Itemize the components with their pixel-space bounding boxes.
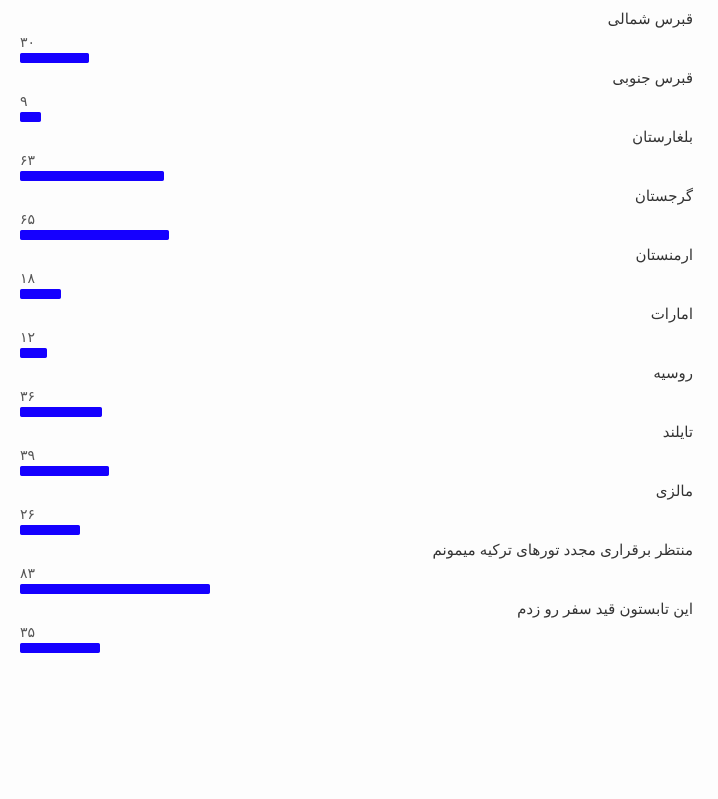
poll-item: قبرس جنوبی ۹ [20, 69, 693, 122]
poll-item: قبرس شمالی ۳۰ [20, 10, 693, 63]
option-count: ۸۳ [20, 565, 693, 582]
bar-track [20, 584, 693, 594]
poll-item: ارمنستان ۱۸ [20, 246, 693, 299]
bar-track [20, 53, 693, 63]
bar-fill [20, 171, 164, 181]
bar-fill [20, 407, 102, 417]
poll-item: گرجستان ۶۵ [20, 187, 693, 240]
option-label: امارات [20, 305, 693, 323]
option-count: ۳۵ [20, 624, 693, 641]
bar-track [20, 230, 693, 240]
bar-fill [20, 53, 89, 63]
option-label: قبرس شمالی [20, 10, 693, 28]
option-count: ۹ [20, 93, 693, 110]
poll-item: منتظر برقراری مجدد تورهای ترکیه میمونم ۸… [20, 541, 693, 594]
option-label: ارمنستان [20, 246, 693, 264]
option-label: روسیه [20, 364, 693, 382]
bar-fill [20, 584, 210, 594]
bar-track [20, 348, 693, 358]
poll-item: این تابستون قید سفر رو زدم ۳۵ [20, 600, 693, 653]
poll-item: روسیه ۳۶ [20, 364, 693, 417]
bar-track [20, 289, 693, 299]
bar-track [20, 112, 693, 122]
bar-fill [20, 230, 169, 240]
option-count: ۶۵ [20, 211, 693, 228]
option-label: این تابستون قید سفر رو زدم [20, 600, 693, 618]
bar-track [20, 466, 693, 476]
bar-fill [20, 643, 100, 653]
option-count: ۶۳ [20, 152, 693, 169]
poll-item: مالزی ۲۶ [20, 482, 693, 535]
option-count: ۱۲ [20, 329, 693, 346]
bar-track [20, 407, 693, 417]
option-label: گرجستان [20, 187, 693, 205]
option-label: تایلند [20, 423, 693, 441]
bar-track [20, 525, 693, 535]
poll-item: بلغارستان ۶۳ [20, 128, 693, 181]
option-label: منتظر برقراری مجدد تورهای ترکیه میمونم [20, 541, 693, 559]
option-count: ۳۶ [20, 388, 693, 405]
bar-fill [20, 112, 41, 122]
poll-item: تایلند ۳۹ [20, 423, 693, 476]
bar-track [20, 643, 693, 653]
option-label: قبرس جنوبی [20, 69, 693, 87]
option-count: ۲۶ [20, 506, 693, 523]
option-label: بلغارستان [20, 128, 693, 146]
option-label: مالزی [20, 482, 693, 500]
bar-fill [20, 525, 80, 535]
poll-item: امارات ۱۲ [20, 305, 693, 358]
option-count: ۱۸ [20, 270, 693, 287]
bar-track [20, 171, 693, 181]
poll-results: قبرس شمالی ۳۰ قبرس جنوبی ۹ بلغارستان ۶۳ … [0, 0, 718, 799]
bar-fill [20, 466, 109, 476]
option-count: ۳۹ [20, 447, 693, 464]
bar-fill [20, 289, 61, 299]
bar-fill [20, 348, 47, 358]
option-count: ۳۰ [20, 34, 693, 51]
